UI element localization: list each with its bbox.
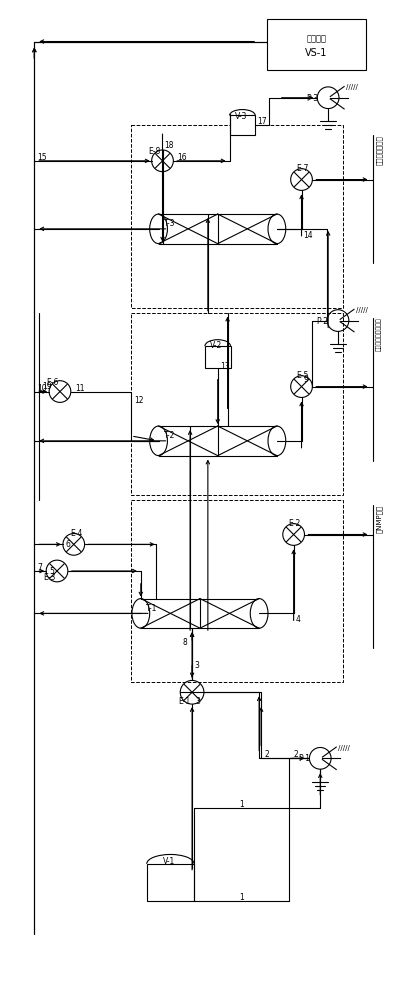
Text: T-2: T-2 (164, 431, 175, 440)
Bar (158, 426, 277, 456)
Text: P-1: P-1 (299, 754, 310, 763)
Text: 17: 17 (257, 117, 267, 126)
Text: 12: 12 (134, 396, 143, 405)
Text: 去对二氯苯系统: 去对二氯苯系统 (376, 135, 383, 165)
Ellipse shape (268, 214, 286, 244)
Text: E-4: E-4 (70, 529, 82, 538)
Text: E-6: E-6 (46, 378, 59, 387)
Text: 真空系统: 真空系统 (307, 35, 326, 44)
Text: 6: 6 (66, 540, 71, 549)
Text: 16: 16 (177, 153, 187, 162)
Text: 去NMP系统: 去NMP系统 (376, 505, 383, 533)
Text: /////: ///// (346, 84, 358, 90)
Bar (158, 214, 277, 244)
Bar (131, 125, 343, 308)
Text: T-1: T-1 (146, 604, 157, 613)
Text: V-2: V-2 (210, 341, 222, 350)
Ellipse shape (150, 214, 168, 244)
Text: 15: 15 (37, 153, 47, 162)
Text: /////: ///// (356, 307, 367, 313)
Text: 10: 10 (37, 384, 47, 393)
Bar (230, 115, 255, 135)
Text: V-3: V-3 (234, 112, 247, 121)
Bar (205, 346, 230, 368)
Text: 去工艺废液回用系统: 去工艺废液回用系统 (377, 318, 382, 351)
Text: 2: 2 (264, 750, 269, 759)
Text: 13: 13 (221, 362, 230, 371)
Text: E-7: E-7 (297, 164, 309, 173)
Text: 2: 2 (294, 750, 299, 759)
Text: E-3: E-3 (43, 573, 55, 582)
Ellipse shape (132, 599, 150, 628)
Text: 18: 18 (164, 141, 174, 150)
Text: 1: 1 (240, 800, 244, 809)
Text: 8: 8 (182, 638, 187, 647)
Text: E-1: E-1 (178, 697, 190, 706)
Ellipse shape (250, 599, 268, 628)
Text: P-2: P-2 (316, 317, 328, 326)
Text: 1: 1 (240, 893, 244, 902)
Text: 19: 19 (42, 382, 52, 391)
Text: V-1: V-1 (162, 857, 175, 866)
Bar (147, 864, 194, 901)
Ellipse shape (268, 426, 286, 456)
Text: E-5: E-5 (297, 371, 309, 380)
Text: E-2: E-2 (289, 519, 301, 528)
Bar (131, 500, 343, 682)
Text: 9: 9 (303, 375, 308, 384)
Bar (267, 19, 366, 70)
Text: 7: 7 (37, 563, 42, 572)
Text: E-8: E-8 (149, 147, 161, 156)
Text: 5: 5 (49, 567, 54, 576)
Text: VS-1: VS-1 (305, 48, 327, 58)
Bar (131, 313, 343, 495)
Text: /////: ///// (338, 745, 350, 751)
Text: 11: 11 (75, 384, 84, 393)
Text: 4: 4 (295, 615, 301, 624)
Bar (141, 599, 259, 628)
Text: T-3: T-3 (164, 219, 175, 228)
Text: 14: 14 (303, 231, 313, 240)
Ellipse shape (150, 426, 168, 456)
Text: 3: 3 (195, 697, 200, 706)
Text: 3: 3 (194, 661, 199, 670)
Text: P-3: P-3 (307, 94, 318, 103)
